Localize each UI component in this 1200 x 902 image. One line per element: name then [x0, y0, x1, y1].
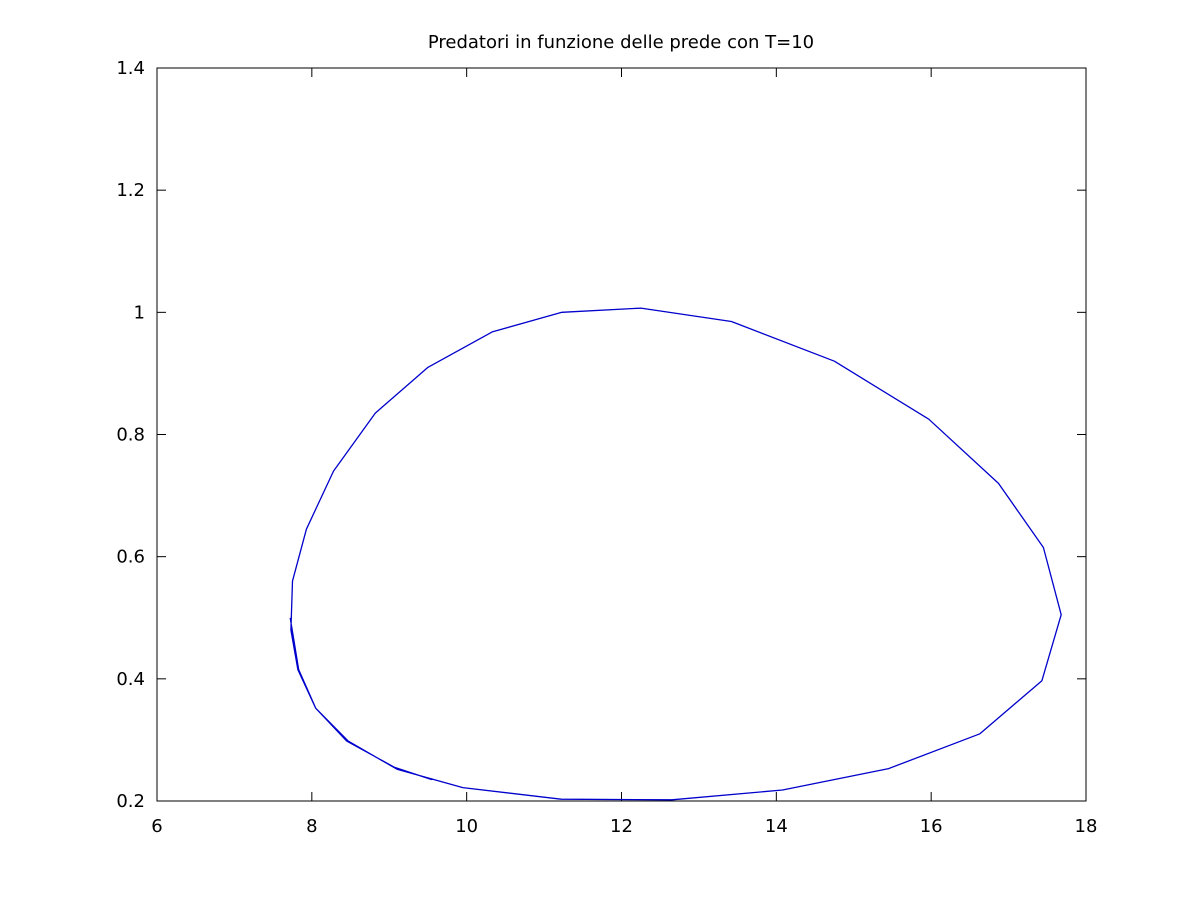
y-tick-label: 0.8	[116, 425, 145, 446]
series-line	[289, 307, 1062, 801]
x-tick-label: 10	[455, 816, 478, 837]
y-tick-label: 0.4	[116, 669, 145, 690]
y-tick-label: 1.4	[116, 58, 145, 79]
y-tick-label: 1.2	[116, 180, 145, 201]
x-tick-label: 6	[151, 816, 162, 837]
chart-title: Predatori in funzione delle prede con T=…	[428, 32, 814, 53]
x-tick-label: 14	[765, 816, 788, 837]
x-tick-label: 8	[306, 816, 317, 837]
series-layer	[289, 307, 1062, 801]
x-tick-label: 18	[1075, 816, 1098, 837]
plot-frame	[156, 67, 1087, 802]
x-axis-ticks: 6 8 10 12 14 16 18	[151, 68, 1097, 837]
y-tick-label: 0.2	[116, 791, 145, 812]
x-tick-label: 12	[610, 816, 633, 837]
y-axis-ticks: 0.2 0.4 0.6 0.8 1 1.2 1.4	[116, 58, 1086, 812]
x-tick-label: 16	[920, 816, 943, 837]
y-tick-label: 1	[134, 302, 145, 323]
y-tick-label: 0.6	[116, 547, 145, 568]
